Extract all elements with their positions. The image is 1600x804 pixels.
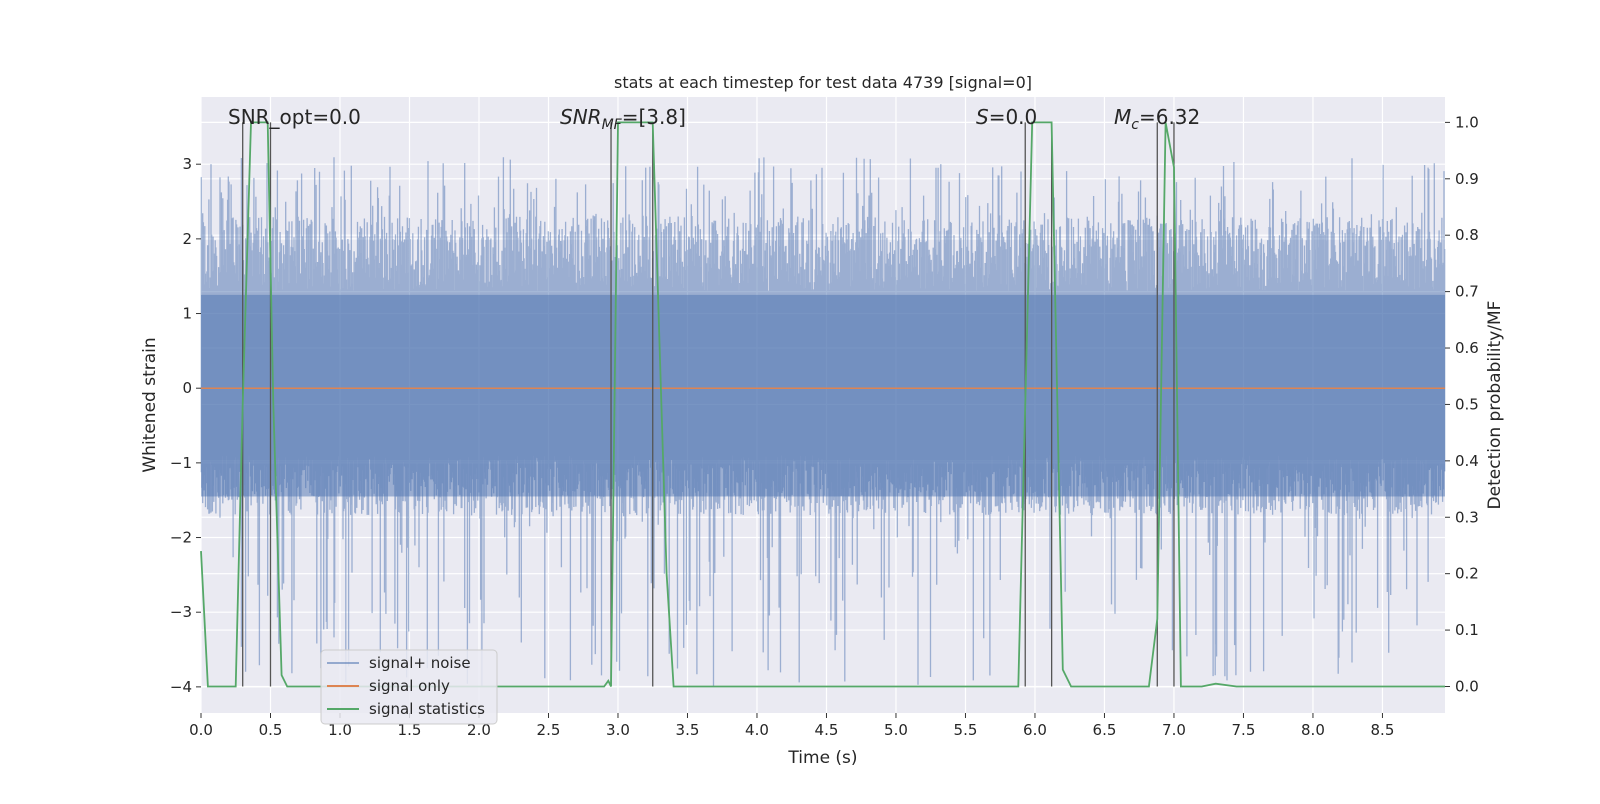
x-tick-label-17: 8.5 bbox=[1371, 721, 1395, 739]
yl-tick-label-5: 1 bbox=[182, 305, 192, 323]
annotation-s-prefix: S bbox=[976, 105, 989, 129]
annotation-snr-mf-sub: MF bbox=[602, 117, 623, 133]
x-tick-label-9: 4.5 bbox=[815, 721, 839, 739]
annotation-mc-value: =6.32 bbox=[1139, 105, 1200, 129]
series-lines bbox=[200, 121, 1445, 688]
x-tick-label-14: 7.0 bbox=[1162, 721, 1186, 739]
annotation-snr-opt: SNR_opt=0.0 bbox=[228, 105, 361, 129]
legend-label-signal-only: signal only bbox=[369, 677, 450, 695]
x-tick-label-8: 4.0 bbox=[745, 721, 769, 739]
yl-tick-label-7: 3 bbox=[182, 155, 192, 173]
yr-tick-label-10: 1.0 bbox=[1455, 113, 1479, 131]
yr-tick-label-5: 0.5 bbox=[1455, 395, 1479, 413]
x-tick-label-1: 0.5 bbox=[259, 721, 283, 739]
yr-tick-label-6: 0.6 bbox=[1455, 339, 1479, 357]
signal-statistics-line bbox=[200, 121, 1445, 688]
yr-tick-label-8: 0.8 bbox=[1455, 226, 1479, 244]
x-tick-label-10: 5.0 bbox=[884, 721, 908, 739]
legend-label-signal-noise: signal+ noise bbox=[369, 654, 471, 672]
annotation-snr-mf-value: =[3.8] bbox=[622, 105, 686, 129]
annotation-mc: Mc=6.32 bbox=[1114, 105, 1200, 133]
x-tick-label-13: 6.5 bbox=[1093, 721, 1117, 739]
x-tick-label-6: 3.0 bbox=[606, 721, 630, 739]
legend-label-signal-statistics: signal statistics bbox=[369, 700, 485, 718]
yl-tick-label-4: 0 bbox=[182, 379, 192, 397]
yr-tick-label-9: 0.9 bbox=[1455, 170, 1479, 188]
annotation-snr-mf-prefix: SNR bbox=[560, 105, 602, 129]
x-tick-label-15: 7.5 bbox=[1232, 721, 1256, 739]
x-tick-label-4: 2.0 bbox=[467, 721, 491, 739]
x-tick-label-5: 2.5 bbox=[537, 721, 561, 739]
legend: signal+ noise signal only signal statist… bbox=[320, 649, 498, 725]
yr-tick-label-0: 0.0 bbox=[1455, 677, 1479, 695]
y-axis-label-left: Whitened strain bbox=[140, 337, 160, 472]
annotation-mc-sub: c bbox=[1131, 117, 1139, 133]
y-axis-label-right: Detection probability/MF bbox=[1485, 301, 1505, 510]
yl-tick-label-6: 2 bbox=[182, 230, 192, 248]
x-tick-label-3: 1.5 bbox=[398, 721, 422, 739]
yl-tick-label-0: −4 bbox=[170, 678, 192, 696]
yr-tick-label-3: 0.3 bbox=[1455, 508, 1479, 526]
x-axis-label: Time (s) bbox=[787, 748, 857, 768]
yr-tick-label-1: 0.1 bbox=[1455, 621, 1479, 639]
yl-tick-label-1: −3 bbox=[170, 603, 192, 621]
x-tick-label-0: 0.0 bbox=[189, 721, 213, 739]
legend-box bbox=[320, 649, 498, 725]
yr-tick-label-4: 0.4 bbox=[1455, 452, 1479, 470]
chart-title: stats at each timestep for test data 473… bbox=[614, 73, 1032, 92]
yl-tick-label-2: −2 bbox=[170, 529, 192, 547]
x-tick-label-12: 6.0 bbox=[1023, 721, 1047, 739]
x-tick-label-2: 1.0 bbox=[328, 721, 352, 739]
annotation-mc-prefix: M bbox=[1114, 105, 1131, 129]
axis-ticks: 0.0 0.5 1.0 1.5 2.0 2.5 3.0 3.5 4.0 4.5 5.0 5.5 6.0 6… bbox=[170, 113, 1479, 739]
noise-spikes bbox=[200, 157, 1446, 687]
annotation-s-value: =0.0 bbox=[989, 105, 1038, 129]
yl-tick-label-3: −1 bbox=[170, 454, 192, 472]
yr-tick-label-7: 0.7 bbox=[1455, 283, 1479, 301]
annotation-snr-mf: SNRMF=[3.8] bbox=[560, 105, 686, 133]
series-signal-noise bbox=[200, 157, 1446, 687]
x-tick-label-16: 8.0 bbox=[1301, 721, 1325, 739]
x-tick-label-11: 5.5 bbox=[954, 721, 978, 739]
annotation-s: S=0.0 bbox=[976, 105, 1037, 129]
yr-tick-label-2: 0.2 bbox=[1455, 565, 1479, 583]
x-tick-label-7: 3.5 bbox=[676, 721, 700, 739]
